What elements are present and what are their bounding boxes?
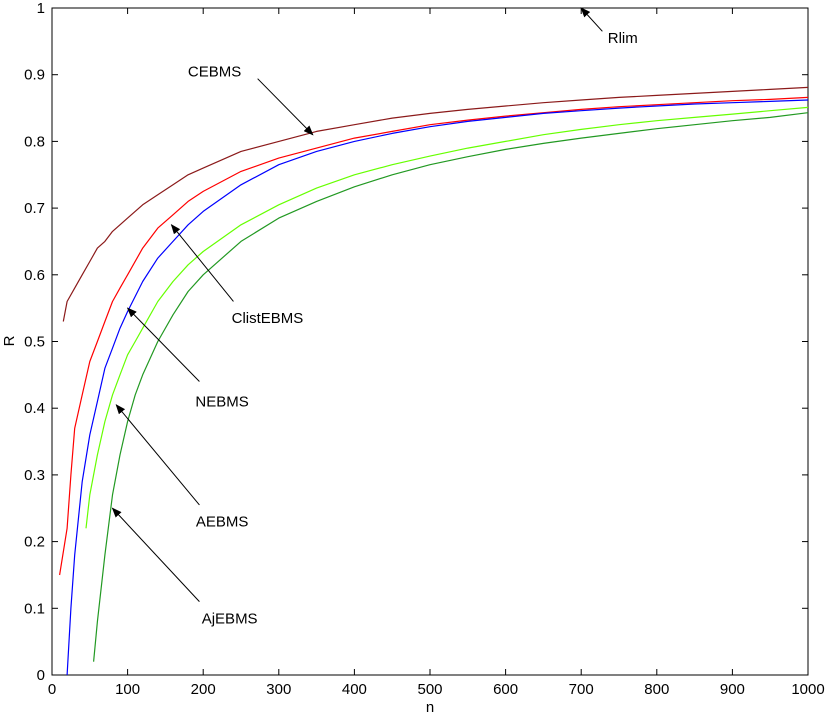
y-axis-label: R [1,335,18,346]
y-tick-label: 0.7 [24,200,45,217]
y-axis-ticks: 0 0.1 0.2 0.3 0.4 0.5 0.6 0.7 0.8 0.9 1 [24,0,808,684]
y-tick-label: 0.1 [24,600,45,617]
y-tick-label: 0.3 [24,467,45,484]
series-layer [59,86,808,675]
plot-frame [51,7,809,676]
y-tick-label: 0.6 [24,267,45,284]
x-tick-label: 300 [266,681,291,698]
series-line-clistebms [59,96,808,576]
x-tick-label: 600 [493,681,518,698]
x-axis-ticks: 0 100 200 300 400 500 600 700 800 900 1000 [48,8,825,698]
x-tick-label: 900 [720,681,745,698]
y-tick-label: 0 [37,667,45,684]
annotation-arrow [580,7,603,32]
annotation-label: AjEBMS [202,610,258,627]
y-tick-label: 0.5 [24,334,45,351]
x-tick-label: 800 [644,681,669,698]
x-tick-label: 700 [569,681,594,698]
annotation-label: ClistEBMS [232,310,304,327]
annotation-arrow [115,404,200,506]
x-axis-label: n [426,699,434,716]
annotation-label: NEBMS [195,394,248,411]
y-tick-label: 1 [37,0,45,17]
y-tick-label: 0.8 [24,133,45,150]
series-line-ajebms [93,112,808,662]
series-line-cebms [62,86,808,322]
x-tick-label: 1000 [791,681,824,698]
annotation-label: AEBMS [196,514,249,531]
x-tick-label: 400 [342,681,367,698]
y-tick-label: 0.2 [24,534,45,551]
annotation-arrow [111,507,200,602]
annotation-arrow [257,78,314,136]
x-tick-label: 0 [48,681,56,698]
annotation-arrow [170,223,234,302]
x-tick-label: 200 [191,681,216,698]
y-tick-label: 0.4 [24,400,45,417]
x-tick-label: 100 [115,681,140,698]
annotation-arrow [126,307,200,382]
annotation-label: Rlim [608,30,638,47]
series-line-nebms [66,99,808,675]
annotation-label: CEBMS [188,63,241,80]
y-tick-label: 0.9 [24,67,45,84]
x-tick-label: 500 [417,681,442,698]
series-line-aebms [85,106,808,529]
annotation-layer: CEBMS ClistEBMS NEBMS AEBMS AjEBMS Rlim [111,7,638,627]
